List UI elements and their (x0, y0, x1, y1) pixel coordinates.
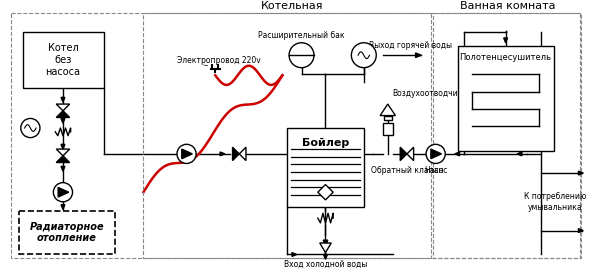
Text: Вход холодной воды: Вход холодной воды (284, 260, 367, 269)
Bar (19, 211, 115, 255)
Bar (287, 128, 364, 207)
Circle shape (426, 144, 445, 163)
Bar (383, 123, 392, 135)
Polygon shape (455, 152, 460, 156)
Polygon shape (220, 152, 225, 156)
Polygon shape (239, 147, 246, 161)
Polygon shape (61, 119, 65, 123)
Polygon shape (380, 104, 395, 116)
Polygon shape (323, 255, 328, 259)
Polygon shape (400, 147, 407, 161)
Polygon shape (503, 38, 508, 43)
Text: Электропровод 220v: Электропровод 220v (177, 56, 261, 65)
Polygon shape (323, 240, 328, 246)
Polygon shape (517, 152, 522, 156)
Text: Воздухоотводчик: Воздухоотводчик (392, 89, 463, 98)
Polygon shape (56, 149, 70, 156)
Text: Бойлер: Бойлер (302, 138, 349, 148)
Bar (458, 46, 554, 151)
Text: Расширительный бак: Расширительный бак (258, 31, 345, 40)
Bar (143, 13, 431, 258)
Polygon shape (233, 147, 239, 161)
Bar (433, 13, 580, 258)
Polygon shape (58, 187, 68, 197)
Polygon shape (578, 171, 583, 175)
Text: Полотенцесушитель: Полотенцесушитель (460, 53, 551, 62)
Text: Котельная: Котельная (260, 1, 323, 11)
Text: Радиаторное
отопление: Радиаторное отопление (29, 222, 104, 243)
Text: К потреблению
умывальника: К потреблению умывальника (524, 192, 587, 211)
Polygon shape (578, 229, 583, 232)
Text: Выход горячей воды: Выход горячей воды (368, 41, 452, 50)
Circle shape (352, 43, 376, 68)
Polygon shape (292, 252, 297, 256)
Bar (23, 32, 104, 88)
Polygon shape (416, 53, 421, 58)
Polygon shape (61, 144, 65, 149)
Text: Обратный клапан: Обратный клапан (371, 166, 443, 175)
Polygon shape (61, 166, 65, 171)
Polygon shape (320, 243, 331, 252)
Polygon shape (61, 97, 65, 102)
Polygon shape (431, 149, 442, 159)
Bar (384, 116, 392, 120)
Text: Ванная комната: Ванная комната (460, 1, 555, 11)
Polygon shape (56, 104, 70, 111)
Polygon shape (182, 149, 192, 159)
Polygon shape (56, 111, 70, 117)
Circle shape (53, 183, 73, 202)
Polygon shape (56, 156, 70, 163)
Circle shape (289, 43, 314, 68)
Polygon shape (318, 185, 333, 200)
Text: Котел
без
насоса: Котел без насоса (46, 43, 80, 77)
Text: Насос: Насос (424, 166, 448, 175)
Circle shape (21, 119, 40, 138)
Polygon shape (61, 205, 65, 210)
Polygon shape (407, 147, 413, 161)
Circle shape (177, 144, 196, 163)
